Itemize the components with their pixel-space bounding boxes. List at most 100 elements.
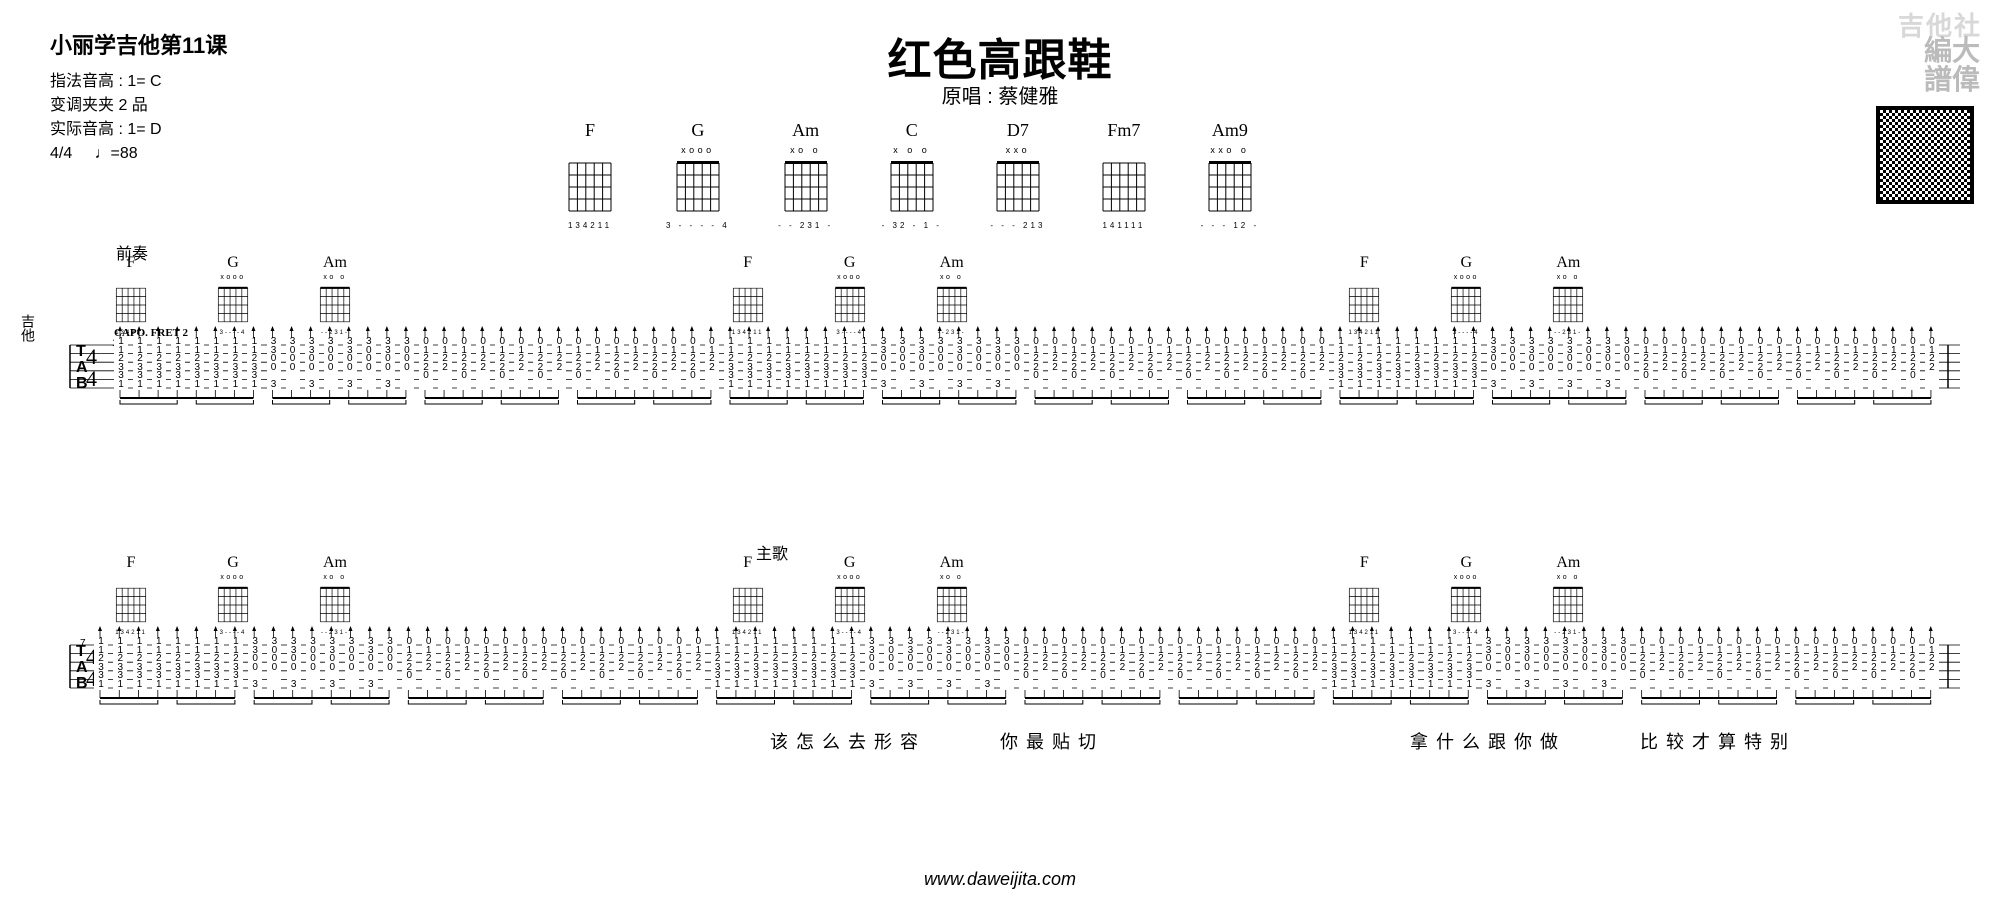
tab-column: 3000 xyxy=(383,638,397,690)
tab-column: 0122 xyxy=(1077,638,1091,690)
tab-column: 112331 xyxy=(190,638,204,690)
tab-staff-2: TAB44 7 11233111233111233111233111233111… xyxy=(40,600,1960,708)
chord-fingering: - - 231 - xyxy=(776,221,836,230)
tab-column: 112331 xyxy=(1334,338,1348,390)
tab-column: 0122 xyxy=(1115,638,1129,690)
tab-column: 01220 xyxy=(1905,638,1919,690)
tab-column: 33003 xyxy=(248,638,262,690)
tab-column: 112331 xyxy=(247,338,261,390)
tab-column: 3000 xyxy=(1506,338,1520,390)
chord-label: Am xyxy=(314,554,356,572)
tab-column: 0122 xyxy=(1734,338,1748,390)
chord-label: Am xyxy=(931,254,973,272)
tab-column: 0122 xyxy=(552,338,566,390)
tab-column: 112331 xyxy=(826,638,840,690)
qr-code xyxy=(1880,110,1970,200)
tab-column: 0122 xyxy=(1849,338,1863,390)
tab-column: 01220 xyxy=(1677,338,1691,390)
tab-column: 112331 xyxy=(210,638,224,690)
tab-column: 0122 xyxy=(1231,638,1245,690)
tab-column: 33003 xyxy=(1597,638,1611,690)
tab-column: 112331 xyxy=(152,638,166,690)
lyric-3: 拿什么跟你做 xyxy=(1410,728,1566,754)
tab-column: 112331 xyxy=(133,638,147,690)
chord-fingering: 141111 xyxy=(1094,221,1154,230)
chord-grid xyxy=(560,155,620,219)
tab-column: 33003 xyxy=(1525,338,1539,390)
tab-column: 0122 xyxy=(438,338,452,390)
tab-column: 0122 xyxy=(1308,638,1322,690)
tab-column: 0122 xyxy=(1048,338,1062,390)
tab-column: 0122 xyxy=(1886,638,1900,690)
tab-column: 112331 xyxy=(1467,338,1481,390)
chord-diagram-F: F 134211 xyxy=(560,120,620,230)
tab-column: 3000 xyxy=(896,338,910,390)
tab-column: 112331 xyxy=(171,338,185,390)
chord-label: F xyxy=(110,254,152,272)
tab-column: 0122 xyxy=(1658,338,1672,390)
tab-column: 33003 xyxy=(267,338,281,390)
tab-column: 01220 xyxy=(1135,638,1149,690)
tab-column: 33003 xyxy=(980,638,994,690)
meta-time-tempo: 4/4 ♩=88 xyxy=(50,142,162,166)
tab-column: 112331 xyxy=(807,638,821,690)
chord-label: F xyxy=(110,554,152,572)
tab-column: 01220 xyxy=(1674,638,1688,690)
tab-column: 112331 xyxy=(1462,638,1476,690)
chord-grid xyxy=(1094,155,1154,219)
tab-column: 112331 xyxy=(114,338,128,390)
tab-column: 01220 xyxy=(1258,338,1272,390)
tab-column: 01220 xyxy=(1220,338,1234,390)
tab-column: 33003 xyxy=(364,638,378,690)
tab-column: 0122 xyxy=(1887,338,1901,390)
chord-fingering: - 32 - 1 - xyxy=(882,221,942,230)
tab-column: 01220 xyxy=(610,338,624,390)
tab-column: 01220 xyxy=(557,638,571,690)
tab-column: 0122 xyxy=(1201,338,1215,390)
tab-column: 112331 xyxy=(1366,638,1380,690)
chord-ref-row: F 134211G xooo 3 - - - - 4Amxo o- - 231 … xyxy=(560,120,1260,230)
chord-label: F xyxy=(727,254,769,272)
chord-label: Am xyxy=(1547,554,1589,572)
chord-top-marks xyxy=(1094,145,1154,155)
chord-label: Am xyxy=(931,554,973,572)
chord-diagram-G: G xooo 3 - - - - 4 xyxy=(666,120,730,230)
tab-column: 0122 xyxy=(1732,638,1746,690)
tab-column: 0122 xyxy=(1086,338,1100,390)
tab-column: 3000 xyxy=(324,338,338,390)
tab-column: 01220 xyxy=(1867,638,1881,690)
chord-label: G xyxy=(1445,254,1487,272)
tab-column: 01220 xyxy=(1830,338,1844,390)
tab-column: 0122 xyxy=(460,638,474,690)
tab-column: 3000 xyxy=(286,338,300,390)
tab-column: 112331 xyxy=(1391,338,1405,390)
wm-line1: 編大 xyxy=(1924,36,1980,65)
tab-column: 0122 xyxy=(576,638,590,690)
chord-top-marks: xxo xyxy=(988,145,1048,155)
tab-column: 3000 xyxy=(972,338,986,390)
lyric-2: 你最贴切 xyxy=(1000,728,1104,754)
chord-top-marks: xo o xyxy=(931,274,973,282)
chord-fingering: - - - 213 xyxy=(988,221,1048,230)
wm-line2: 譜偉 xyxy=(1924,65,1980,94)
tab-column: 01220 xyxy=(1906,338,1920,390)
tab-column: 33003 xyxy=(991,338,1005,390)
tab-column: 33003 xyxy=(325,638,339,690)
tab-column: 0122 xyxy=(1655,638,1669,690)
tab-row-2: 主歌 F 134211G xooo 3----4Amxo o--231-F 13… xyxy=(40,600,1960,708)
tab-column: 01220 xyxy=(419,338,433,390)
tab-column: 3000 xyxy=(961,638,975,690)
chord-label: Fm7 xyxy=(1094,120,1154,141)
svg-text:T: T xyxy=(76,343,86,360)
chord-top-marks: xooo xyxy=(829,574,871,582)
tab-column: 0122 xyxy=(1162,338,1176,390)
chord-diagram-D7: D7xxo - - - 213 xyxy=(988,120,1048,230)
tab-column: 01220 xyxy=(1639,338,1653,390)
chord-grid xyxy=(776,155,836,219)
tab-column: 33003 xyxy=(1559,638,1573,690)
chord-label: Am9 xyxy=(1200,120,1260,141)
chord-label: G xyxy=(212,554,254,572)
chord-top-marks xyxy=(110,574,152,582)
tab-column: 3000 xyxy=(267,638,281,690)
tab-column: 0122 xyxy=(1696,338,1710,390)
